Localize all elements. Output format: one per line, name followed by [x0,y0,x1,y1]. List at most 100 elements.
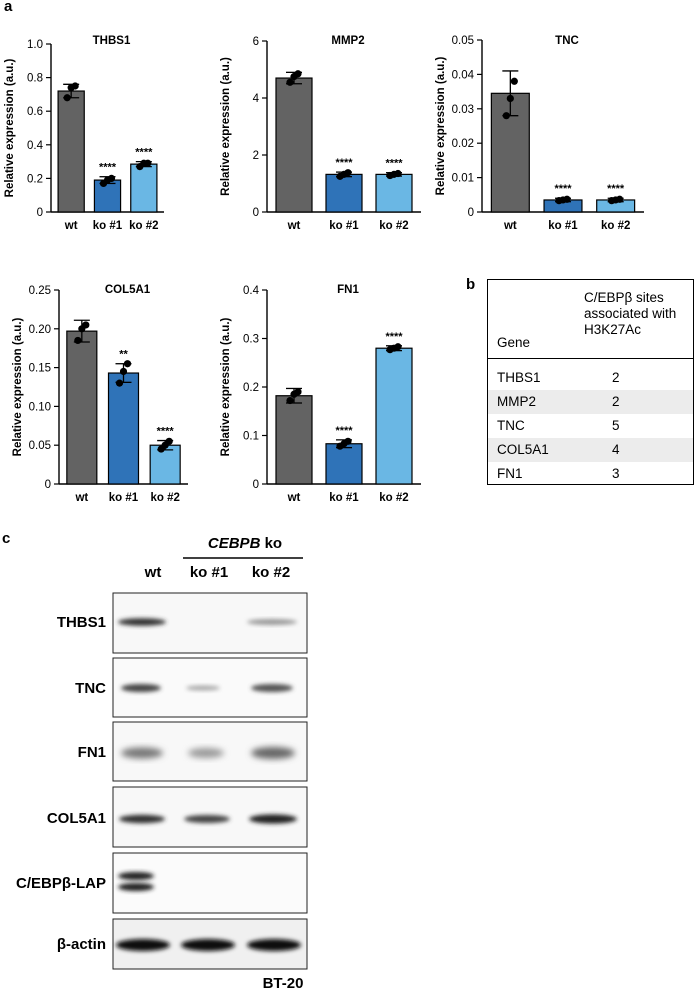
y-tick-label: 0.10 [29,401,51,413]
y-axis-label: Relative expression (a.u.) [435,56,447,195]
table-row: MMP2 2 [488,390,693,414]
header-gene: Gene [497,335,531,350]
data-point [510,77,518,85]
data-point [107,174,116,182]
data-point [502,112,510,120]
blot-row-label-col5a1: COL5A1 [47,810,106,827]
significance-label: **** [157,426,175,438]
header-sites-line: associated with [584,306,677,321]
data-point [294,70,302,78]
data-point [286,78,294,86]
bar [375,173,413,213]
data-point [119,367,128,376]
header-sites: C/EBPβ sites associated with H3K27Ac [584,290,694,338]
category-label: ko #1 [93,220,123,232]
significance-label: **** [335,157,353,169]
row-count: 2 [612,370,620,385]
bar [375,347,413,485]
row-count: 5 [612,418,620,433]
significance-label: **** [335,425,353,437]
bar-charts: 0 0.2 0.4 0.6 0.8 1.0 THBS1 Relative expression… [4,35,644,504]
significance-label: ** [119,349,128,361]
category-label: wt [287,220,301,232]
category-label: ko #2 [379,492,408,504]
y-tick-label: 0 [45,479,51,491]
header-sites-line: H3K27Ac [584,322,642,337]
blot-strip-thbs1 [112,592,308,654]
y-tick-label: 0.02 [452,138,474,150]
lane-label-wt: wt [144,564,162,581]
row-count: 3 [612,466,620,481]
data-point [286,396,294,405]
category-label: ko #1 [329,492,359,504]
y-tick-label: 0.15 [29,363,51,375]
y-tick-label: 0.01 [452,173,474,185]
blot-strip-cebpb-lap [112,852,308,914]
data-point [144,159,152,167]
table-row: FN1 3 [488,462,693,486]
data-point [165,437,173,445]
y-axis-label: Relative expression (a.u.) [220,57,232,196]
table-row: TNC 5 [488,414,693,438]
cell-line-label: BT-20 [263,975,304,991]
category-label: ko #2 [129,220,158,232]
y-tick-label: 0 [253,479,259,491]
chart-title: FN1 [337,284,359,296]
y-tick-label: 0 [253,207,259,219]
bar [325,443,363,485]
data-point [563,195,571,203]
category-label: ko #2 [379,220,408,232]
category-label: ko #1 [329,220,359,232]
y-tick-label: 0.25 [29,285,51,297]
bar [66,330,98,485]
significance-label: **** [554,183,572,195]
table-row: THBS1 2 [488,366,693,390]
y-tick-label: 0 [37,207,43,219]
bar [275,395,313,485]
significance-label: **** [99,162,117,174]
chart-title: THBS1 [93,35,131,47]
row-gene: FN1 [497,466,523,481]
y-tick-label: 1.0 [27,39,43,51]
panel-label-b: b [466,276,476,293]
table-header: Gene C/EBPβ sites associated with H3K27A… [488,280,693,359]
y-tick-label: 0.6 [27,106,43,118]
data-point [74,336,82,345]
y-tick-label: 0.2 [27,173,43,185]
y-tick-label: 0.3 [243,334,259,346]
bar [149,444,181,485]
bar [275,77,313,213]
bar [57,90,85,213]
y-tick-label: 4 [253,93,260,105]
data-point [123,360,132,368]
data-point [394,343,402,351]
blot-row-label-actin: β-actin [57,936,106,953]
bar [325,173,363,213]
blot-strip-col5a1 [112,786,308,848]
table-row: COL5A1 4 [488,438,693,462]
data-point [63,94,71,102]
data-point [71,82,79,90]
data-point [82,321,90,329]
data-point [506,94,514,103]
chart-title: COL5A1 [105,284,151,296]
row-count: 2 [612,394,620,409]
panel-label-c: c [2,530,11,547]
blot-row-label-cebpb-lap: C/EBPβ-LAP [16,875,106,892]
category-label: ko #2 [150,492,179,504]
y-tick-label: 2 [253,150,259,162]
category-label: wt [74,492,88,504]
y-tick-label: 0.8 [27,73,43,85]
category-label: wt [287,492,301,504]
row-count: 4 [612,442,620,457]
gene-sites-table: Gene C/EBPβ sites associated with H3K27A… [487,279,694,485]
blot-strip-actin [112,918,308,970]
blot-strip-fn1 [112,721,308,782]
data-point [344,437,352,445]
y-tick-label: 0 [468,207,474,219]
lane-label-ko2: ko #2 [252,564,290,581]
panel-label-a: a [4,0,13,15]
bar [93,179,122,213]
blot-strip-tnc [112,657,308,718]
chart-title: TNC [555,35,579,47]
